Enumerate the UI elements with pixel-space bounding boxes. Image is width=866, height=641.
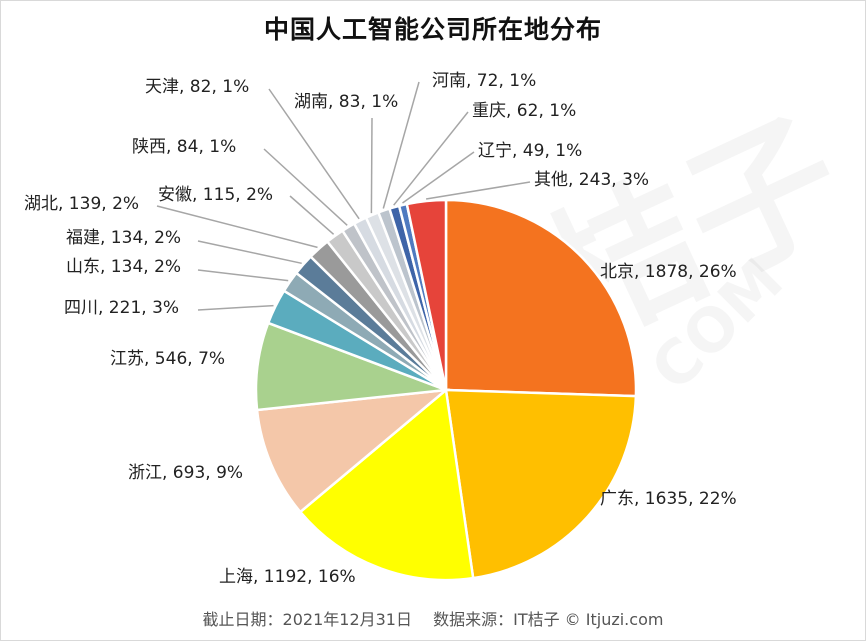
leader-line-14 (382, 81, 420, 209)
pie-slice-4 (255, 388, 450, 514)
data-label-15: 重庆, 62, 1% (472, 101, 576, 121)
data-label-13: 湖南, 83, 1% (294, 92, 398, 112)
data-label-8: 福建, 134, 2% (66, 228, 181, 248)
data-label-6: 四川, 221, 3% (64, 298, 179, 318)
data-label-10: 安徽, 115, 2% (158, 185, 273, 205)
data-label-1: 北京, 1878, 26% (600, 262, 737, 282)
cutoff-date: 截止日期：2021年12月31日 (202, 610, 412, 629)
pie-slice-17 (405, 198, 448, 391)
data-label-12: 天津, 82, 1% (145, 77, 249, 97)
data-source: 数据来源：IT桔子 © Itjuzi.com (433, 610, 664, 629)
pie-slice-1 (444, 198, 638, 398)
leader-line-15 (393, 111, 469, 206)
data-label-2: 广东, 1635, 22% (600, 489, 737, 509)
leader-line-8 (197, 240, 302, 265)
leader-lines (156, 81, 531, 311)
leader-line-17 (425, 181, 531, 200)
pie-slice-3 (298, 387, 475, 582)
leader-line-6 (197, 304, 274, 311)
leader-line-11 (263, 148, 348, 226)
data-labels: 北京, 1878, 26% 广东, 1635, 22% 上海, 1192, 16% 浙… (24, 71, 737, 587)
data-label-7: 山东, 134, 2% (66, 257, 181, 277)
pie-slices (254, 198, 638, 582)
data-label-17: 其他, 243, 3% (534, 170, 649, 190)
leader-line-9 (156, 205, 318, 249)
data-label-11: 陕西, 84, 1% (132, 137, 236, 157)
chart-footer: 截止日期：2021年12月31日 数据来源：IT桔子 © Itjuzi.com (0, 606, 866, 630)
data-label-16: 辽宁, 49, 1% (478, 141, 582, 161)
data-label-4: 浙江, 693, 9% (128, 463, 243, 483)
data-label-3: 上海, 1192, 16% (219, 567, 356, 587)
leader-line-10 (289, 195, 335, 235)
leader-line-13 (370, 117, 373, 214)
data-label-5: 江苏, 546, 7% (110, 349, 225, 369)
leader-line-12 (268, 88, 360, 220)
leader-line-7 (197, 269, 289, 282)
data-label-14: 河南, 72, 1% (432, 71, 536, 91)
pie-slice-2 (444, 388, 638, 580)
data-label-9: 湖北, 139, 2% (24, 194, 139, 214)
chart-title: 中国人工智能公司所在地分布 (263, 15, 602, 44)
leader-line-16 (402, 151, 475, 204)
